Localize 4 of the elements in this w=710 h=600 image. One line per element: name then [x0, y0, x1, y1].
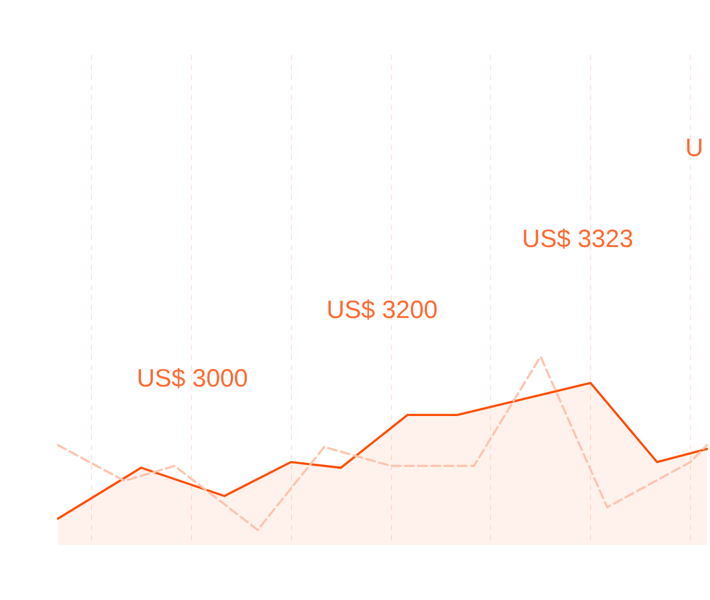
text: U: [685, 134, 704, 162]
text: US$ 3200: [326, 296, 438, 324]
annotation: US$ 3000: [136, 364, 248, 392]
text: US$ 3323: [522, 224, 634, 253]
